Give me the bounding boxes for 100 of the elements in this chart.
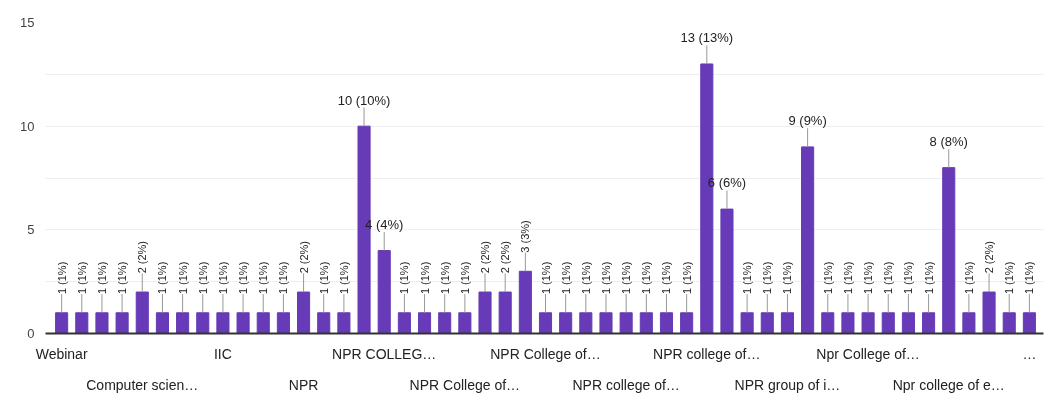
- x-tick-label: Npr College of…: [816, 345, 920, 362]
- bar: [297, 291, 311, 334]
- bar: [901, 312, 915, 334]
- bar: [639, 312, 653, 334]
- bar: [135, 291, 149, 334]
- x-tick-label: NPR COLLEG…: [332, 345, 437, 362]
- x-tick-label: NPR College of…: [409, 376, 521, 393]
- y-tick-label: 10: [20, 118, 35, 134]
- data-label: 1 (1%): [398, 261, 411, 295]
- x-tick-label: NPR: [288, 376, 319, 393]
- bar: [579, 312, 593, 334]
- bar: [155, 312, 169, 334]
- bar: [216, 312, 230, 334]
- data-label: 1 (1%): [821, 261, 834, 295]
- bar: [841, 312, 855, 334]
- data-label: 1 (1%): [599, 261, 612, 295]
- data-label: 1 (1%): [761, 261, 774, 295]
- data-label: 3 (3%): [519, 220, 532, 253]
- data-label: 1 (1%): [620, 261, 633, 295]
- data-label: 1 (1%): [337, 261, 350, 295]
- bar: [760, 312, 774, 334]
- bar: [55, 312, 69, 334]
- bar: [75, 312, 89, 334]
- bar: [478, 291, 492, 334]
- data-label: 1 (1%): [317, 261, 330, 295]
- x-tick-label: …: [1022, 345, 1037, 362]
- data-label: 10 (10%): [337, 92, 391, 108]
- x-tick-label: NPR College of…: [490, 345, 601, 362]
- bar: [256, 312, 270, 334]
- data-label: 2 (2%): [297, 240, 310, 274]
- data-label: 1 (1%): [741, 261, 754, 295]
- data-label: 1 (1%): [862, 261, 875, 295]
- data-label: 13 (13%): [680, 30, 734, 46]
- data-label: 2 (2%): [136, 240, 149, 274]
- bar: [538, 312, 553, 334]
- bar: [397, 312, 411, 334]
- data-label: 8 (8%): [929, 133, 968, 149]
- x-tick-label: Npr college of e…: [892, 376, 1005, 393]
- bar: [196, 312, 210, 334]
- data-label: 1 (1%): [539, 261, 552, 295]
- data-label: 1 (1%): [902, 261, 915, 295]
- data-label: 2 (2%): [479, 240, 492, 274]
- bar: [95, 312, 109, 334]
- bar: [498, 291, 512, 334]
- bar: [821, 312, 835, 334]
- data-label: 1 (1%): [1003, 261, 1016, 295]
- data-label: 1 (1%): [216, 261, 229, 295]
- bar: [700, 63, 714, 334]
- y-tick-label: 0: [27, 326, 35, 341]
- data-label: 2 (2%): [499, 240, 512, 274]
- data-label: 1 (1%): [237, 261, 250, 295]
- bar: [861, 312, 875, 334]
- data-label: 1 (1%): [116, 261, 129, 295]
- bar: [236, 312, 250, 334]
- bar: [680, 312, 694, 334]
- data-label: 1 (1%): [640, 261, 653, 295]
- bar: [559, 312, 573, 334]
- data-label: 1 (1%): [176, 261, 189, 295]
- y-tick-label: 5: [27, 222, 35, 238]
- x-tick-label: Computer scien…: [86, 376, 199, 393]
- bar: [962, 312, 976, 334]
- data-label: 1 (1%): [579, 261, 592, 295]
- bar: [881, 312, 895, 334]
- bar: [922, 312, 936, 334]
- bar: [337, 312, 351, 334]
- y-tick-label: 15: [20, 15, 35, 30]
- data-label: 9 (9%): [788, 113, 827, 129]
- data-label: 1 (1%): [559, 261, 572, 295]
- data-label: 1 (1%): [277, 261, 290, 295]
- x-tick-label: NPR college of…: [572, 376, 680, 393]
- bar: [438, 312, 452, 334]
- bar: [659, 312, 674, 334]
- x-tick-label: IIC: [213, 345, 232, 362]
- bar: [942, 167, 956, 334]
- x-tick-label: NPR college of…: [653, 345, 761, 362]
- data-label: 1 (1%): [781, 261, 794, 295]
- bar: [417, 312, 432, 334]
- data-label: 1 (1%): [922, 261, 935, 295]
- data-label: 1 (1%): [660, 261, 673, 295]
- bar: [780, 312, 794, 334]
- data-label: 1 (1%): [680, 261, 693, 295]
- bar: [801, 146, 815, 334]
- data-label: 1 (1%): [882, 261, 895, 295]
- data-label: 1 (1%): [438, 261, 451, 295]
- bar: [377, 250, 391, 334]
- data-label: 2 (2%): [983, 240, 996, 274]
- data-label: 1 (1%): [95, 261, 108, 295]
- data-label: 1 (1%): [458, 261, 471, 295]
- data-label: 1 (1%): [257, 261, 270, 295]
- bar: [720, 208, 734, 334]
- bar: [357, 125, 371, 334]
- x-tick-label: Webinar: [35, 345, 88, 362]
- bar: [317, 312, 331, 334]
- bar: [518, 270, 532, 334]
- x-tick-label: NPR group of i…: [734, 376, 841, 393]
- data-label: 1 (1%): [196, 261, 209, 295]
- data-label: 1 (1%): [962, 261, 975, 295]
- bar: [599, 312, 613, 334]
- bar: [619, 312, 633, 334]
- bar: [115, 312, 129, 334]
